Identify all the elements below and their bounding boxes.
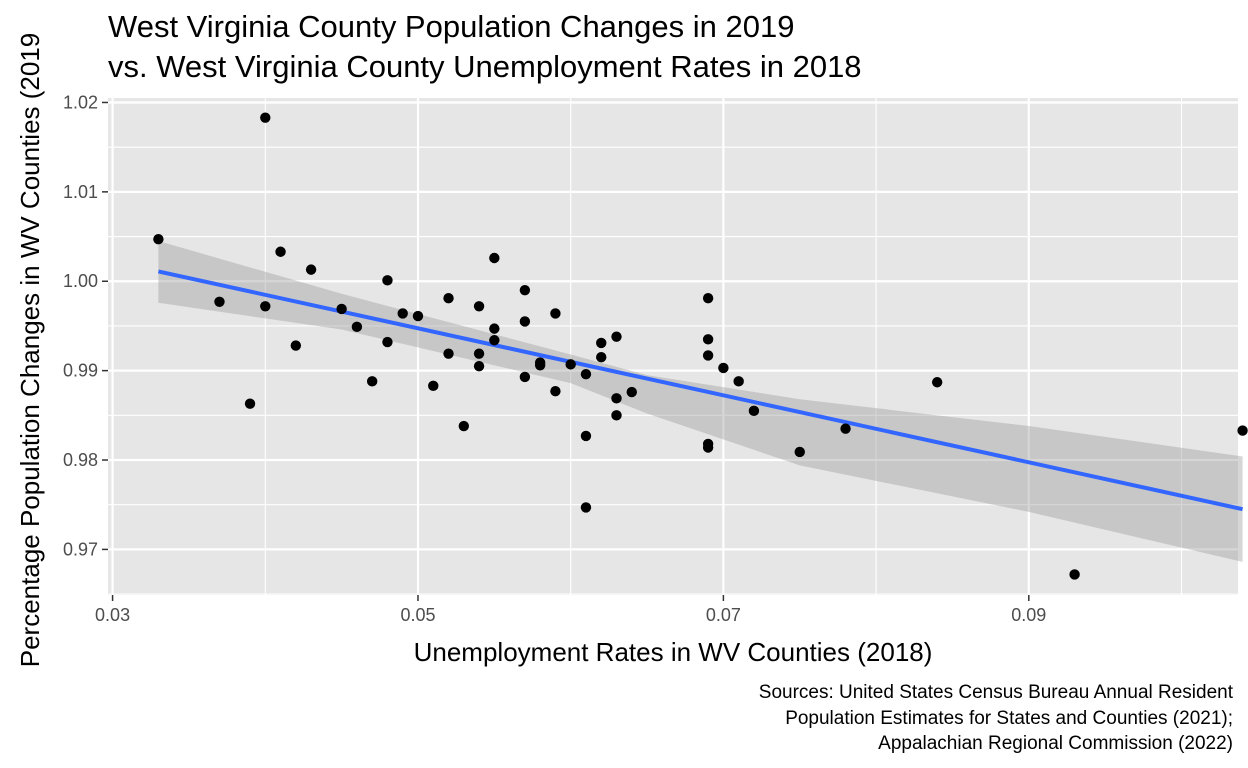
data-point <box>550 308 561 319</box>
data-point <box>489 323 500 334</box>
data-point <box>565 359 576 370</box>
y-axis-title: Percentage Population Changes in WV Coun… <box>15 33 45 668</box>
data-point <box>214 296 225 308</box>
data-point <box>702 442 714 453</box>
data-point <box>1069 569 1080 580</box>
x-axis: 0.03 0.05 0.07 0.09 <box>95 595 1046 625</box>
data-point <box>611 393 622 404</box>
data-point <box>244 398 256 409</box>
confidence-ribbon-layer <box>158 241 1243 562</box>
data-point <box>366 376 378 387</box>
data-point <box>473 348 485 359</box>
data-point <box>550 385 561 397</box>
data-point <box>351 321 363 333</box>
data-point <box>733 376 744 387</box>
data-point <box>290 340 302 351</box>
data-point <box>702 350 714 361</box>
y-axis: 0.97 0.98 0.99 1.00 1.01 1.02 <box>63 92 108 559</box>
y-tick-label: 0.99 <box>63 361 98 381</box>
y-tick-label: 0.97 <box>63 539 98 559</box>
x-tick-label: 0.07 <box>706 605 741 625</box>
data-point <box>580 502 592 513</box>
data-point <box>519 371 531 383</box>
data-point <box>702 293 714 304</box>
data-point <box>931 377 943 388</box>
grid-major <box>108 98 1238 595</box>
data-point <box>596 337 607 349</box>
data-point <box>473 301 485 312</box>
x-tick-label: 0.09 <box>1011 605 1046 625</box>
data-point <box>611 410 622 421</box>
data-point <box>702 334 714 345</box>
data-point <box>412 310 424 322</box>
data-point <box>443 293 454 304</box>
chart-title-line-2: vs. West Virginia County Unemployment Ra… <box>108 49 862 84</box>
data-point <box>534 360 546 371</box>
data-point <box>260 112 271 123</box>
data-point <box>305 264 317 275</box>
data-point <box>519 284 531 296</box>
chart-title-line-1: West Virginia County Population Changes … <box>108 9 794 44</box>
y-tick-label: 1.01 <box>63 182 98 202</box>
data-point <box>473 360 485 372</box>
y-tick-label: 1.00 <box>63 271 98 291</box>
x-tick-label: 0.05 <box>400 605 435 625</box>
data-point <box>794 446 805 458</box>
data-point <box>596 352 607 363</box>
data-point <box>611 331 622 342</box>
data-point <box>580 430 592 442</box>
data-point <box>275 246 286 257</box>
data-point <box>336 303 347 315</box>
x-axis-title: Unemployment Rates in WV Counties (2018) <box>414 637 933 667</box>
data-point <box>382 275 393 286</box>
caption-line-1: Sources: United States Census Bureau Ann… <box>759 682 1234 703</box>
data-point <box>489 252 500 264</box>
data-point <box>458 420 469 432</box>
data-point <box>428 380 439 392</box>
data-point <box>489 335 500 346</box>
y-tick-label: 0.98 <box>63 450 98 470</box>
data-point <box>153 234 164 245</box>
data-point <box>580 369 592 380</box>
x-tick-label: 0.03 <box>95 605 130 625</box>
grid-minor <box>108 98 1238 595</box>
data-point <box>519 316 531 327</box>
data-point <box>397 308 408 319</box>
data-point <box>840 423 851 434</box>
caption-line-2: Population Estimates for States and Coun… <box>785 708 1233 729</box>
data-point <box>626 386 637 398</box>
caption-line-3: Appalachian Regional Commission (2022) <box>878 733 1233 754</box>
confidence-ribbon <box>158 241 1243 562</box>
data-point <box>443 348 454 359</box>
data-point <box>748 405 760 417</box>
y-tick-label: 1.02 <box>63 92 98 112</box>
data-point <box>1237 425 1248 436</box>
data-point <box>718 362 729 374</box>
data-point <box>260 301 271 312</box>
points-layer <box>153 112 1248 580</box>
data-point <box>382 336 393 348</box>
